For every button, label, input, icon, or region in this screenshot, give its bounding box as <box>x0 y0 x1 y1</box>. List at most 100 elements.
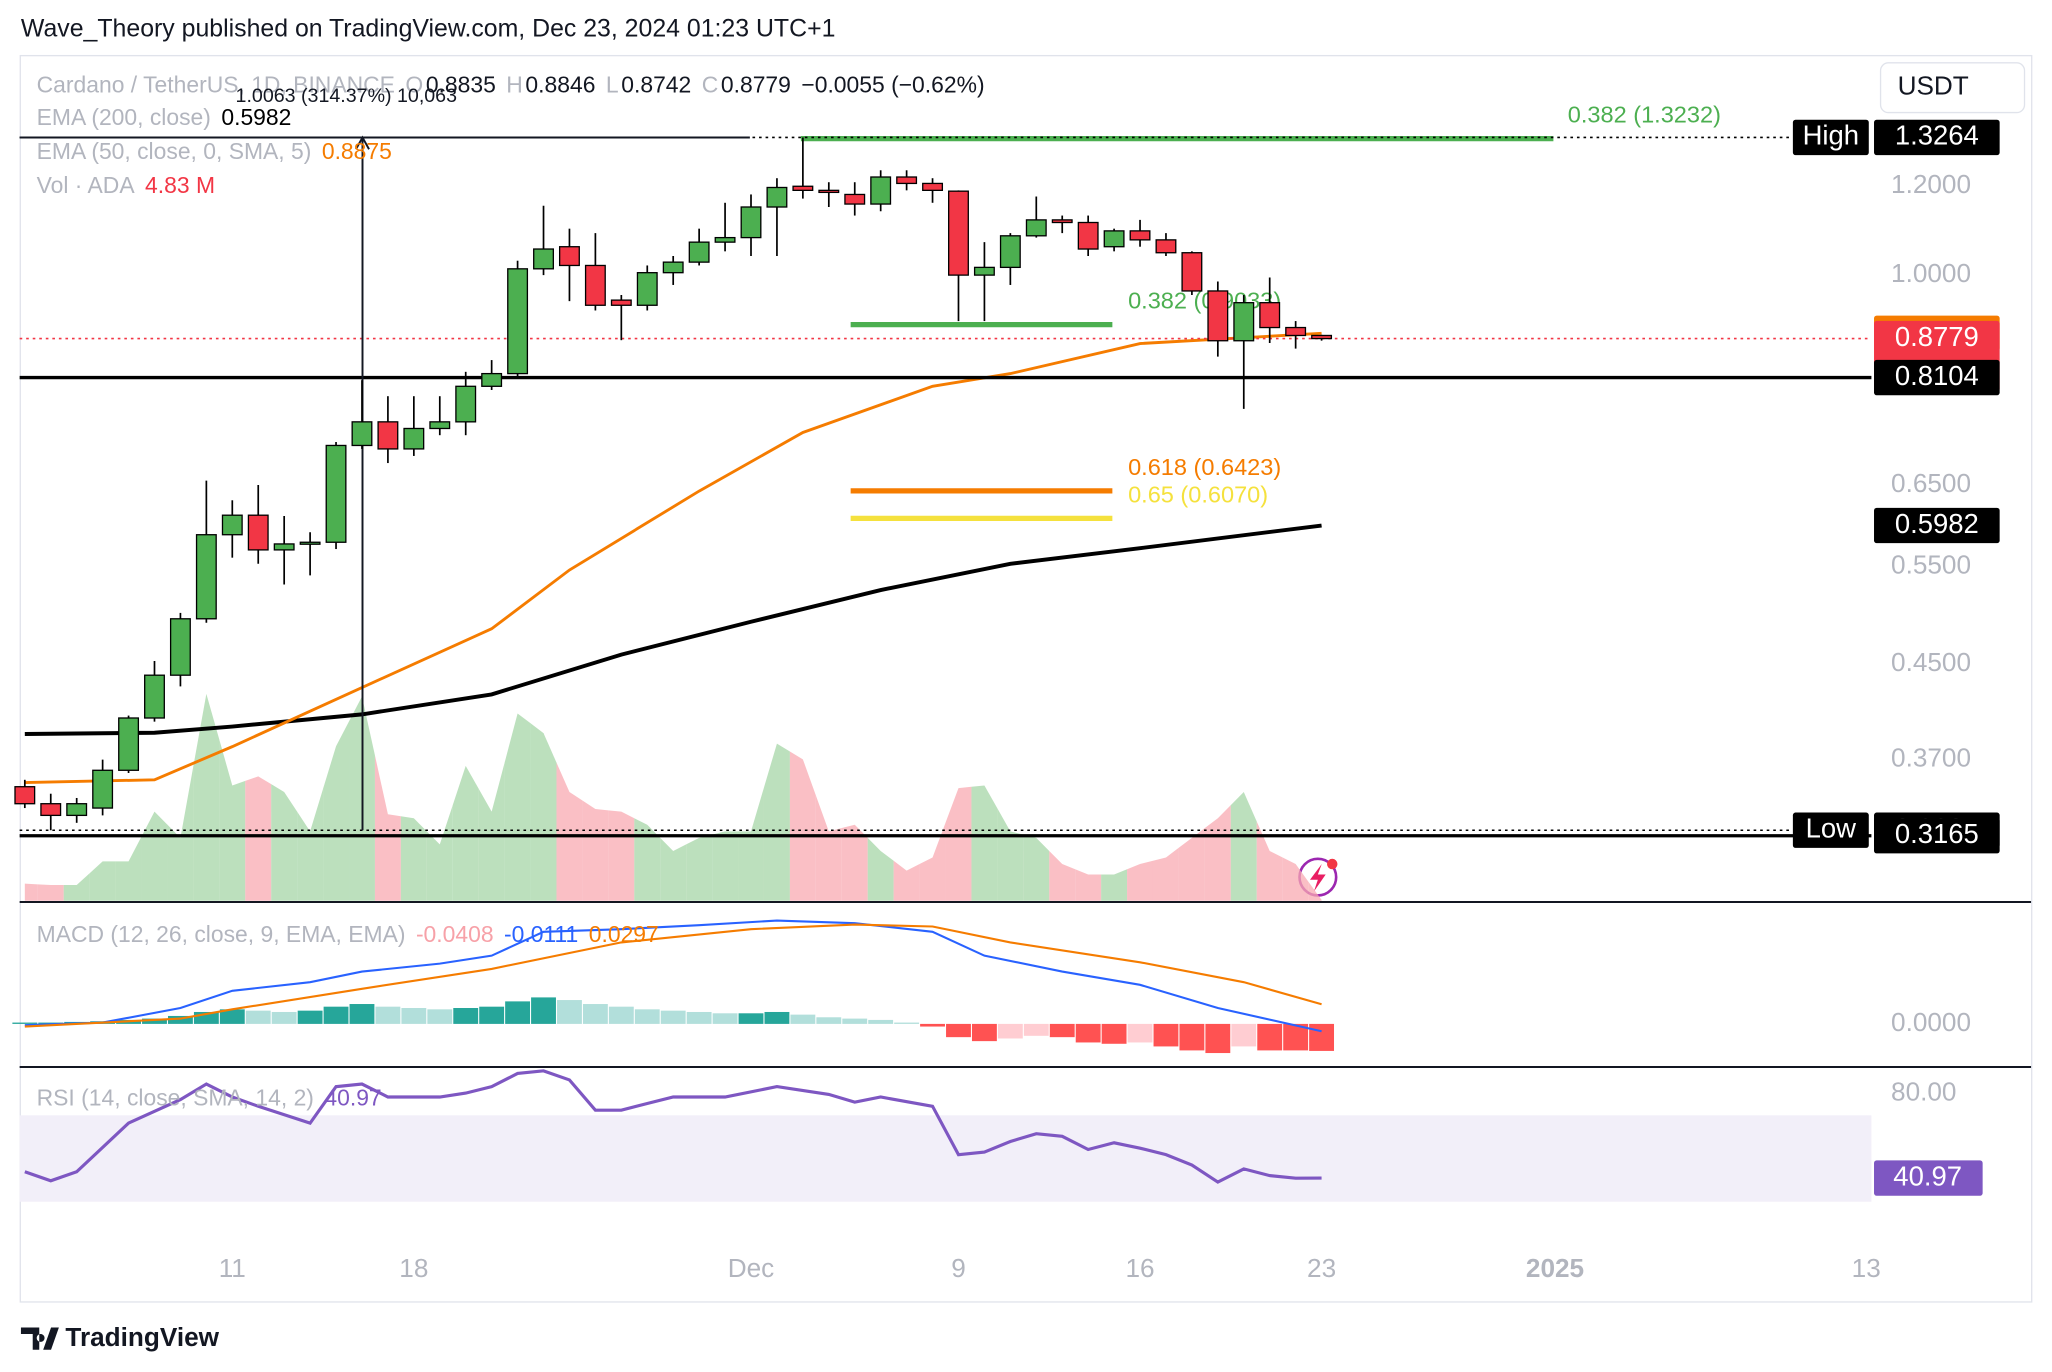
macd-histogram-bar <box>1205 1023 1231 1054</box>
candle-body <box>299 541 321 545</box>
volume-area <box>245 776 272 901</box>
candle-body <box>870 176 892 205</box>
candle-body <box>118 717 140 771</box>
volume-area <box>271 784 298 901</box>
candle-body <box>1051 219 1073 224</box>
volume-area <box>945 786 972 901</box>
x-tick-label: 23 <box>1307 1253 1336 1283</box>
macd-histogram-bar <box>401 1008 427 1024</box>
macd-line <box>24 919 1322 1033</box>
macd-histogram-bar <box>1179 1023 1205 1051</box>
price-tag <box>1874 119 2000 156</box>
macd-histogram-bar <box>453 1008 479 1024</box>
candle-body <box>195 534 217 620</box>
volume-area <box>167 765 194 901</box>
candle-body <box>688 241 710 263</box>
macd-histogram-bar <box>193 1011 219 1024</box>
currency-button[interactable] <box>1879 62 2026 114</box>
ohlc-label: L <box>606 71 619 97</box>
candle-body <box>455 385 477 423</box>
macd-histogram-bar <box>375 1006 401 1024</box>
symbol: Cardano / TetherUS, 1D, BINANCE <box>37 71 395 97</box>
volume-area <box>89 861 116 901</box>
candle-body <box>662 261 684 274</box>
candle-body <box>714 236 736 243</box>
volume-area <box>193 693 220 901</box>
currency-label[interactable]: USDT <box>1898 71 1969 101</box>
price-tag-value: 0.5982 <box>1895 508 1979 539</box>
x-tick-label: 9 <box>951 1253 966 1283</box>
volume-area <box>763 743 790 901</box>
macd-line <box>24 923 1322 1028</box>
candle-body <box>999 235 1021 269</box>
candle-body <box>429 421 451 430</box>
macd-histogram-bar <box>946 1023 971 1038</box>
macd-histogram-bar <box>12 1022 38 1024</box>
macd-histogram-bar <box>608 1006 634 1024</box>
volume-area <box>1101 869 1128 901</box>
alert-icon-dot[interactable] <box>1326 858 1338 870</box>
macd-histogram-bar <box>349 1004 375 1024</box>
macd-histogram-bar <box>712 1013 738 1024</box>
footer-logo <box>20 1327 59 1350</box>
macd-histogram-bar <box>245 1010 271 1024</box>
legend-macd: MACD (12, 26, close, 9, EMA, EMA) -0.0408… <box>37 921 659 947</box>
macd-histogram-bar <box>505 1001 531 1024</box>
candle-body <box>221 514 243 536</box>
candle-body <box>325 444 347 543</box>
y-tick-label: 0.6500 <box>1891 468 1971 498</box>
volume-area <box>1230 792 1257 901</box>
volume-area <box>893 860 920 901</box>
volume-name: Vol · ADA <box>37 172 136 198</box>
price-tag <box>1874 507 2000 544</box>
candle-body <box>740 206 762 239</box>
macd-histogram-bar <box>1101 1023 1127 1044</box>
volume-area <box>686 834 713 901</box>
macd-histogram-bar <box>557 1000 582 1024</box>
macd-histogram-bar <box>1257 1023 1283 1051</box>
x-tick-label: Dec <box>728 1253 775 1283</box>
candle-body <box>1155 239 1177 254</box>
macd-histogram-bar <box>1153 1023 1179 1047</box>
y-tick-label: 1.2000 <box>1891 169 1971 199</box>
candle-body <box>1181 252 1203 292</box>
candle-body <box>533 248 554 270</box>
volume-area <box>608 810 635 901</box>
candle-body <box>922 182 944 191</box>
candle-body <box>273 543 295 551</box>
volume-area <box>141 811 168 901</box>
legend-rsi: RSI (14, close, SMA, 14, 2) 40.97 <box>37 1085 382 1111</box>
indicator-value: 0.5982 <box>221 104 291 130</box>
ohlc-label: O <box>405 71 423 97</box>
volume-area <box>556 762 583 901</box>
candle-body <box>481 372 503 387</box>
volume-area <box>1152 847 1179 901</box>
macd-histogram-bar <box>142 1018 167 1024</box>
volume-area <box>841 824 868 901</box>
macd-histogram-bar <box>920 1023 945 1027</box>
volume-area <box>1023 834 1050 901</box>
volume-area <box>971 785 998 901</box>
legend-ohlc: Cardano / TetherUS, 1D, BINANCE O 0.8835 H 0… <box>37 71 985 97</box>
candle-body <box>66 803 88 817</box>
volume-area <box>478 762 505 901</box>
volume-area <box>1204 805 1231 901</box>
volume-area <box>712 831 739 901</box>
candle-body <box>636 272 658 306</box>
macd-histogram-bar <box>738 1013 764 1024</box>
volume-area <box>1282 857 1309 901</box>
header: Wave_Theory published on TradingView.com… <box>21 15 835 43</box>
chart-frame <box>19 54 2033 1303</box>
candle-body <box>92 769 114 809</box>
volume-area <box>504 713 531 901</box>
fib-level-label: 0.382 (0.9033) <box>1128 288 1281 314</box>
rsi-line <box>24 1069 1322 1184</box>
candle-body <box>844 193 866 205</box>
fib-level-label: 0.65 (0.6070) <box>1128 481 1268 507</box>
ohlc-value: 0.8779 <box>721 71 791 97</box>
alert-icon-bolt[interactable] <box>1309 864 1326 892</box>
macd-histogram-bar <box>1309 1023 1335 1051</box>
candle-body <box>1077 221 1099 250</box>
candle-body <box>144 674 165 719</box>
